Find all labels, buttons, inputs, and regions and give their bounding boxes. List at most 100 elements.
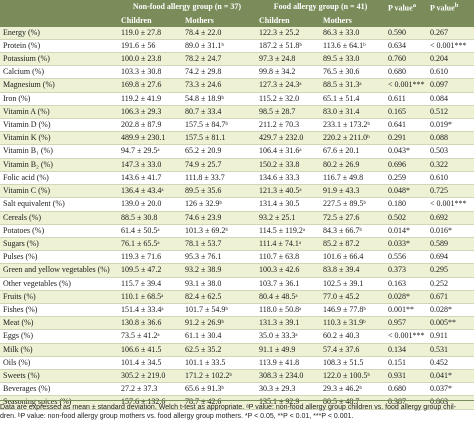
p-value-a: 0.033* xyxy=(385,237,428,251)
p-value-b: 0.863 xyxy=(427,395,474,410)
non-food-mothers-value: 74.2 ± 29.8 xyxy=(182,65,257,79)
row-name: Vitamin D (%) xyxy=(0,118,118,132)
food-mothers-value: 57.4 ± 37.6 xyxy=(320,343,386,357)
p-value-b: 0.512 xyxy=(427,105,474,119)
p-value-b: 0.452 xyxy=(427,356,474,370)
non-food-children-value: 106.6 ± 41.5 xyxy=(118,343,182,357)
row-name: Calcium (%) xyxy=(0,65,118,79)
non-food-mothers-value: 65.6 ± 91.3ᵇ xyxy=(182,382,257,396)
p-value-b: 0.503 xyxy=(427,144,474,159)
table-row: Folic acid (%) 143.6 ± 41.7 111.8 ± 33.7 13… xyxy=(0,171,474,185)
food-children-value: 115.2 ± 32.0 xyxy=(256,92,321,106)
food-children-value: 93.2 ± 25.1 xyxy=(256,211,321,225)
header-p-value-b: P valueb xyxy=(427,0,474,15)
p-value-b: 0.084 xyxy=(427,92,474,106)
table-row: Vitamin B₂ (%) 147.3 ± 33.0 74.9 ± 25.7 150… xyxy=(0,158,474,172)
p-value-b: 0.589 xyxy=(427,237,474,251)
food-children-value: 30.3 ± 29.3 xyxy=(256,382,321,396)
non-food-mothers-value: 73.3 ± 24.6 xyxy=(182,78,257,93)
non-food-mothers-value: 157.5 ± 84.7ᵇ xyxy=(182,118,257,132)
p-value-a: 0.680 xyxy=(385,382,428,396)
footnote-line-1: Data are expressed as mean ± standard de… xyxy=(0,404,456,411)
header-blank-2 xyxy=(0,14,118,27)
food-children-value: 211.2 ± 70.3 xyxy=(256,118,321,132)
table-row: Calcium (%) 103.3 ± 30.8 74.2 ± 29.8 99.8 ±… xyxy=(0,65,474,79)
row-name: Milk (%) xyxy=(0,343,118,357)
p-value-a: 0.590 xyxy=(385,26,428,40)
row-name: Folic acid (%) xyxy=(0,171,118,185)
non-food-mothers-value: 62.5 ± 35.2 xyxy=(182,343,257,357)
non-food-children-value: 106.3 ± 29.3 xyxy=(118,105,182,119)
non-food-children-value: 130.8 ± 36.6 xyxy=(118,316,182,330)
non-food-children-value: 169.8 ± 27.6 xyxy=(118,78,182,93)
food-mothers-value: 233.1 ± 173.2ᵇ xyxy=(320,118,386,132)
non-food-children-value: 489.9 ± 230.1 xyxy=(118,131,182,145)
p-value-b: 0.019* xyxy=(427,118,474,132)
p-value-a: 0.634 xyxy=(385,39,428,53)
table-header: Non-food allergy group (n = 37) Food all… xyxy=(0,0,474,27)
table-row: Eggs (%) 73.5 ± 41.2ᵃ 61.1 ± 30.4 35.0 ± 33… xyxy=(0,329,474,344)
header-children-1: Children xyxy=(118,14,182,27)
table-row: Pulses (%) 119.3 ± 71.6 95.3 ± 76.1 110.7 ±… xyxy=(0,250,474,264)
non-food-mothers-value: 78.1 ± 53.7 xyxy=(182,237,257,251)
food-mothers-value: 88.5 ± 31.3ᵃ xyxy=(320,78,386,93)
food-mothers-value: 76.5 ± 30.6 xyxy=(320,65,386,79)
row-name: Oils (%) xyxy=(0,356,118,370)
p-value-a: 0.760 xyxy=(385,52,428,66)
food-mothers-value: 146.9 ± 77.8ᵇ xyxy=(320,303,386,317)
p-value-b: 0.041* xyxy=(427,369,474,383)
p-value-b: 0.531 xyxy=(427,343,474,357)
food-mothers-value: 60.2 ± 40.3 xyxy=(320,329,386,344)
non-food-mothers-value: 61.1 ± 30.4 xyxy=(182,329,257,344)
food-mothers-value: 80.5 ± 48.7 xyxy=(320,395,386,410)
p-value-b: 0.267 xyxy=(427,26,474,40)
p-value-b: 0.295 xyxy=(427,263,474,278)
header-mothers-2: Mothers xyxy=(320,14,386,27)
food-mothers-value: 122.0 ± 100.5ᵇ xyxy=(320,369,386,383)
food-mothers-value: 77.0 ± 45.2 xyxy=(320,290,386,304)
table-row: Vitamin K (%) 489.9 ± 230.1 157.5 ± 81.1 42… xyxy=(0,131,474,145)
p-value-b: 0.088 xyxy=(427,131,474,145)
table-row: Sugars (%) 76.1 ± 65.5ᵃ 78.1 ± 53.7 111.4 ±… xyxy=(0,237,474,251)
non-food-mothers-value: 101.3 ± 69.2ᵇ xyxy=(182,224,257,238)
row-name: Other vegetables (%) xyxy=(0,277,118,291)
row-name: Potatoes (%) xyxy=(0,224,118,238)
p-value-b: 0.911 xyxy=(427,329,474,344)
p-value-b: 0.016* xyxy=(427,224,474,238)
food-children-value: 131.4 ± 30.5 xyxy=(256,197,321,211)
p-value-a: 0.611 xyxy=(385,92,428,106)
header-blank xyxy=(0,0,118,15)
non-food-children-value: 73.5 ± 41.2ᵃ xyxy=(118,329,182,344)
header-food-allergy-group: Food allergy group (n = 41) xyxy=(256,0,386,15)
food-children-value: 121.3 ± 40.5ᵃ xyxy=(256,184,321,198)
non-food-children-value: 139.0 ± 20.0 xyxy=(118,197,182,211)
table-row: Seasoning spices (%) 157.6 ± 132.6 78.7 ± … xyxy=(0,395,474,410)
food-mothers-value: 113.6 ± 64.1ᵇ xyxy=(320,39,386,53)
non-food-children-value: 143.6 ± 41.7 xyxy=(118,171,182,185)
food-children-value: 106.4 ± 31.6ᵃ xyxy=(256,144,321,159)
p-value-b: 0.028* xyxy=(427,303,474,317)
non-food-children-value: 119.2 ± 41.9 xyxy=(118,92,182,106)
food-mothers-value: 101.6 ± 66.4 xyxy=(320,250,386,264)
food-children-value: 103.7 ± 36.1 xyxy=(256,277,321,291)
food-mothers-value: 85.2 ± 87.2 xyxy=(320,237,386,251)
food-mothers-value: 220.2 ± 211.0ᵇ xyxy=(320,131,386,145)
food-mothers-value: 80.2 ± 26.9 xyxy=(320,158,386,172)
food-children-value: 99.8 ± 34.2 xyxy=(256,65,321,79)
non-food-mothers-value: 80.7 ± 33.4 xyxy=(182,105,257,119)
nutrition-table: Non-food allergy group (n = 37) Food all… xyxy=(0,0,474,410)
non-food-mothers-value: 89.5 ± 35.6 xyxy=(182,184,257,198)
p-value-b: 0.204 xyxy=(427,52,474,66)
table-row: Energy (%) 119.0 ± 27.8 78.4 ± 22.0 122.3 ±… xyxy=(0,26,474,40)
p-value-a: 0.001** xyxy=(385,303,428,317)
food-children-value: 429.7 ± 232.0 xyxy=(256,131,321,145)
row-name: Green and yellow vegetables (%) xyxy=(0,263,118,278)
non-food-children-value: 88.5 ± 30.8 xyxy=(118,211,182,225)
table-row: Green and yellow vegetables (%) 109.5 ± 4… xyxy=(0,263,474,278)
p-value-a: 0.151 xyxy=(385,356,428,370)
table-footnote: Data are expressed as mean ± standard de… xyxy=(0,400,474,421)
non-food-mothers-value: 82.4 ± 62.5 xyxy=(182,290,257,304)
food-children-value: 150.2 ± 33.8 xyxy=(256,158,321,172)
non-food-children-value: 136.4 ± 43.4ᵃ xyxy=(118,184,182,198)
non-food-children-value: 202.8 ± 87.9 xyxy=(118,118,182,132)
